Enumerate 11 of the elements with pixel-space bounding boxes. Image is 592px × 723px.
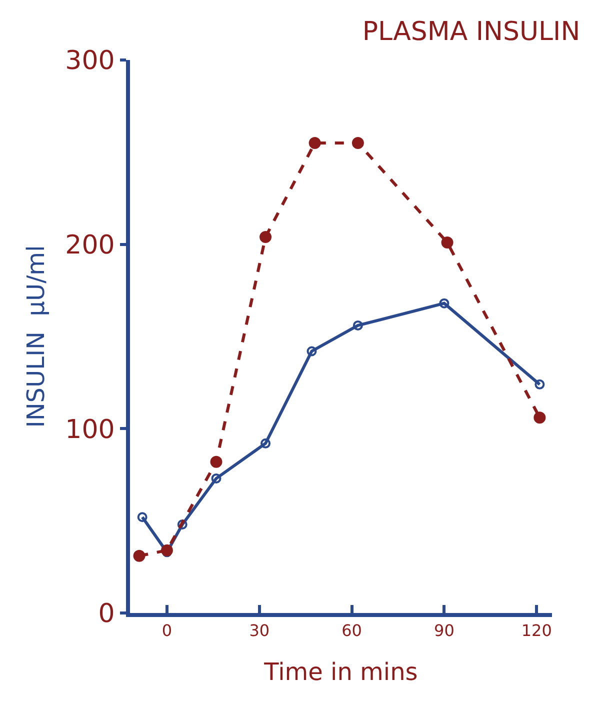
x-tick-label: 120 bbox=[521, 621, 552, 640]
x-axis-title: Time in mins bbox=[263, 658, 418, 686]
x-tick-label: 0 bbox=[162, 621, 172, 640]
x-tick-label: 60 bbox=[342, 621, 362, 640]
x-tick-label: 90 bbox=[434, 621, 454, 640]
chart-title: PLASMA INSULIN bbox=[362, 16, 580, 47]
y-tick-label: 100 bbox=[65, 414, 115, 445]
y-axis-title: INSULIN μU/ml bbox=[22, 245, 50, 428]
x-tick-label: 30 bbox=[249, 621, 270, 640]
y-tick-label: 200 bbox=[65, 230, 115, 260]
y-tick-label: 300 bbox=[65, 46, 115, 76]
